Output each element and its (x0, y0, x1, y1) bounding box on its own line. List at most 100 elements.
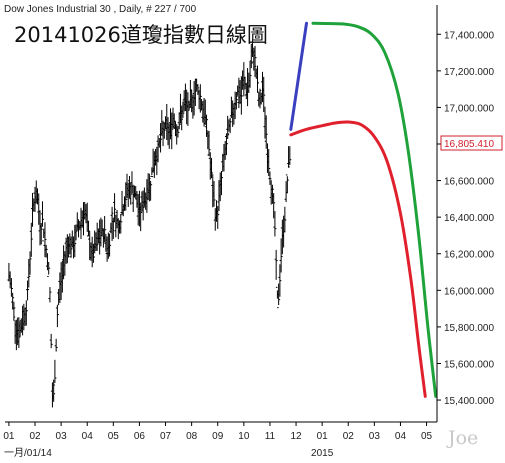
y-tick-label: 16,600.000 (444, 177, 494, 188)
price-bar (44, 244, 48, 258)
x-tick-label: 04 (82, 431, 94, 442)
price-bar (24, 300, 28, 326)
price-bar (228, 117, 232, 134)
price-bar (48, 287, 52, 303)
price-bar (224, 133, 228, 156)
price-bar (124, 182, 128, 211)
x-tick-label: 01 (317, 431, 329, 442)
price-bar (270, 184, 274, 204)
price-bar (141, 190, 145, 221)
last-price-label: 16,805.410 (444, 139, 494, 150)
price-bar (86, 220, 90, 237)
projection-line-green (311, 21, 438, 398)
price-bar (268, 171, 272, 185)
x-tick-label: 01 (3, 431, 15, 442)
price-bar (274, 249, 278, 280)
y-tick-label: 17,200.000 (444, 67, 494, 78)
x-tick-label: 10 (238, 431, 250, 442)
x-tick-label: 06 (134, 431, 146, 442)
price-bar (113, 193, 117, 223)
x-tick-label: 09 (212, 431, 224, 442)
price-bar (69, 236, 73, 258)
price-bar (212, 181, 216, 207)
price-bar (172, 113, 176, 129)
plot-area (7, 21, 438, 408)
x-axis-start-label: 一月/01/14 (4, 447, 52, 459)
x-tick-label: 02 (29, 431, 41, 442)
price-bar (40, 201, 44, 227)
price-bar (149, 178, 153, 201)
x-tick-label: 05 (108, 431, 120, 442)
price-bar (47, 262, 51, 277)
y-tick-label: 16,400.000 (444, 213, 494, 224)
price-bar (103, 216, 107, 243)
projection-line-blue (289, 21, 308, 131)
x-axis-year-label: 2015 (311, 448, 334, 459)
x-tick-label: 05 (421, 431, 433, 442)
price-bar (17, 317, 21, 349)
x-tick-label: 03 (56, 431, 68, 442)
chart-title: 20141026道瓊指數日線圖 (14, 23, 268, 47)
x-tick-label: 07 (160, 431, 172, 442)
price-bar (159, 123, 163, 153)
price-bar (29, 222, 33, 257)
price-bar (198, 84, 202, 113)
price-bar (226, 115, 230, 140)
price-bar (55, 304, 59, 328)
x-tick-label: 04 (395, 431, 407, 442)
price-bar (267, 149, 271, 177)
price-bar (43, 222, 47, 258)
price-bar (283, 206, 287, 233)
price-bar (9, 278, 13, 297)
price-bar (210, 157, 214, 179)
projection-line-red (289, 120, 427, 398)
price-bar (181, 101, 185, 120)
price-bar (28, 251, 32, 275)
y-tick-label: 16,000.000 (444, 286, 494, 297)
price-bar (262, 76, 266, 113)
x-tick-label: 02 (343, 431, 355, 442)
price-bar (285, 174, 289, 194)
projection-lines (289, 21, 438, 398)
price-bar (186, 92, 190, 126)
price-bar (248, 61, 252, 88)
price-bar (39, 222, 43, 245)
x-tick-label: 08 (186, 431, 198, 442)
price-bar (100, 219, 104, 237)
price-bar (234, 91, 238, 110)
price-bar (53, 359, 57, 386)
price-bar (273, 211, 277, 237)
price-bar (170, 112, 174, 150)
price-bar (139, 202, 143, 232)
price-bar (288, 146, 292, 168)
price-bar (277, 283, 281, 309)
price-bar (177, 112, 181, 130)
price-bars (7, 39, 292, 408)
y-tick-label: 15,800.000 (444, 323, 494, 334)
price-bar (108, 233, 112, 257)
price-bar (272, 193, 276, 219)
price-bar (253, 45, 257, 78)
x-tick-label: 12 (290, 431, 302, 442)
price-bar (12, 301, 16, 321)
price-bar (249, 43, 253, 69)
price-bar (196, 84, 200, 95)
price-bar (26, 280, 30, 301)
price-bar (49, 333, 53, 349)
last-price-box (440, 135, 503, 151)
y-tick-label: 15,400.000 (444, 396, 494, 407)
price-bar (27, 258, 31, 288)
price-bar (176, 125, 180, 138)
price-bar (278, 264, 282, 297)
last-price-marker: 16,805.410 (440, 135, 503, 151)
y-tick-label: 16,200.000 (444, 250, 494, 261)
y-tick-label: 17,400.000 (444, 30, 494, 41)
y-tick-label: 15,600.000 (444, 359, 494, 370)
price-bar (207, 130, 211, 157)
price-bar (129, 182, 133, 205)
price-bar (11, 292, 15, 310)
price-bar (54, 338, 58, 352)
price-bar (52, 379, 56, 402)
